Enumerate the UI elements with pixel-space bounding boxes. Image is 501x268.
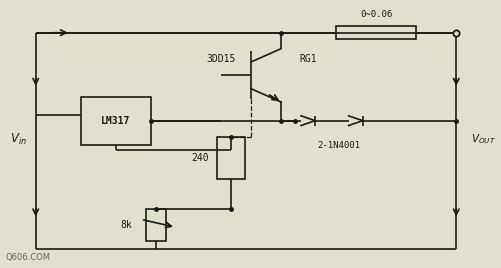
Text: LM317: LM317 [101, 116, 130, 126]
Text: Q606.COM: Q606.COM [6, 253, 51, 262]
Text: 2-1N4001: 2-1N4001 [317, 142, 359, 151]
Text: 0~0.06: 0~0.06 [359, 10, 391, 19]
Bar [81, 97, 151, 145]
Bar [336, 26, 415, 39]
Text: 240: 240 [190, 153, 208, 163]
Text: $\mathit{V_{OUT}}$: $\mathit{V_{OUT}}$ [470, 132, 495, 146]
Text: RG1: RG1 [299, 54, 317, 64]
Bar [217, 137, 244, 179]
Text: 8k: 8k [120, 220, 131, 230]
Text: $\mathit{V_{in}}$: $\mathit{V_{in}}$ [10, 132, 27, 147]
Bar [146, 209, 165, 241]
Text: 3DD15: 3DD15 [206, 54, 235, 64]
